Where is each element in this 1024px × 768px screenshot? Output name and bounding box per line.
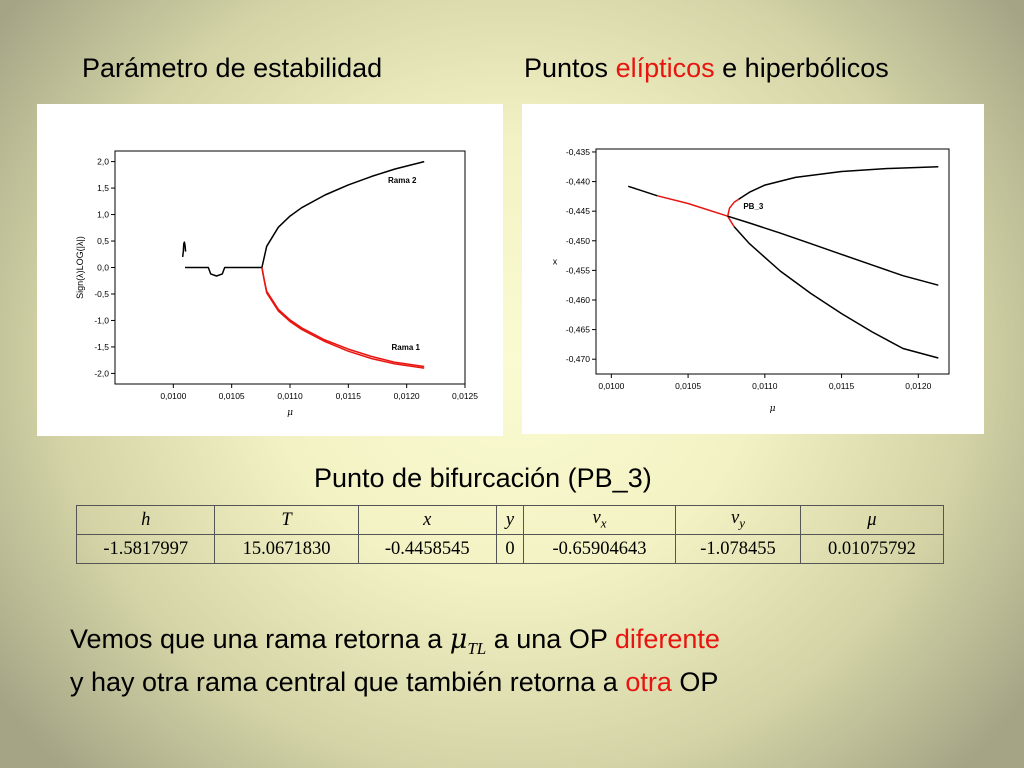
table-cell: 15.0671830 — [214, 534, 359, 564]
series-line-0 — [627, 185, 658, 197]
header-symbol: T — [281, 509, 292, 530]
stability-chart: 0,0100 0,0105 0,0110 0,0115 0,0120 0,0125 2,0 1… — [75, 150, 478, 418]
y-tick-label: -0,5 — [94, 289, 109, 299]
x-tick-label: 0,0105 — [675, 381, 701, 391]
y-tick-label: -0,470 — [566, 354, 590, 364]
conclusion-text-1a: Vemos que una rama retorna a — [70, 624, 443, 654]
conclusion-text-2b: OP — [679, 667, 719, 697]
table-header-cell: h — [75, 505, 216, 535]
x-tick-label: 0,0110 — [277, 391, 303, 401]
x-tick-label: 0,0105 — [219, 391, 245, 401]
y-tick-label: -0,435 — [566, 147, 590, 157]
x-tick-label: 0,0125 — [452, 391, 478, 401]
x-tick-label: 0,0115 — [829, 381, 855, 391]
stability-chart-panel: 0,0100 0,0105 0,0110 0,0115 0,0120 0,0125 2,0 1… — [37, 104, 503, 436]
y-axis-label: Sign(λ)LOG(|λ|) — [75, 236, 85, 299]
header-symbol: v — [592, 508, 601, 529]
x-tick-label: 0,0120 — [905, 381, 931, 391]
y-tick-label: 0,0 — [97, 263, 109, 273]
highlight-otra: otra — [625, 667, 672, 697]
mu-subscript: TL — [467, 639, 487, 658]
y-tick-label: 1,0 — [97, 210, 109, 220]
header-symbol: h — [141, 509, 151, 530]
series-line-3 — [261, 267, 425, 368]
conclusion-text-1b: a una OP — [493, 624, 608, 654]
left-chart-title: Parámetro de estabilidad — [82, 53, 383, 83]
conclusion-line-2: y hay otra rama central que también reto… — [70, 667, 718, 698]
table-cell: -0.4458545 — [357, 534, 498, 564]
y-tick-label: -1,5 — [94, 342, 109, 352]
x-tick-label: 0,0100 — [598, 381, 624, 391]
y-axis-label: x — [553, 257, 558, 267]
series-line-5 — [733, 226, 939, 359]
table-cell: -1.5817997 — [75, 534, 216, 564]
table-row: -1.5817997 15.0671830 -0.4458545 0 -0.659046… — [75, 534, 945, 564]
series-line-1 — [261, 160, 425, 268]
table-header-cell: T — [214, 505, 359, 535]
conclusion-line-1: Vemos que una rama retorna a μTL a una O… — [70, 624, 720, 659]
series-line-2 — [261, 267, 425, 369]
annotation-rama-2: Rama 2 — [388, 176, 417, 185]
mu-symbol: μ — [449, 624, 468, 655]
y-tick-label: -0,460 — [566, 295, 590, 305]
y-tick-label: -0,455 — [566, 265, 590, 275]
x-axis-label: μ — [770, 404, 776, 414]
series-line-1 — [657, 195, 728, 217]
x-tick-label: 0,0100 — [160, 391, 186, 401]
table-header-cell: vy — [675, 505, 801, 535]
y-tick-label: -2,0 — [94, 368, 109, 378]
header-symbol: v — [730, 508, 740, 529]
table-cell: 0.01075792 — [799, 534, 945, 564]
table-cell: -0.65904643 — [522, 534, 677, 564]
right-chart-title: Puntos elípticos e hiperbólicos — [524, 53, 889, 84]
y-tick-label: -1,0 — [94, 315, 109, 325]
series-line-4 — [181, 241, 187, 257]
series-line-6 — [727, 215, 939, 286]
x-axis-label: μ — [287, 408, 293, 418]
bifurcation-chart-panel: 0,0100 0,0105 0,0110 0,0115 0,0120 -0,435 -0,4… — [522, 104, 984, 434]
header-symbol: y — [505, 509, 515, 530]
highlight-diferente: diferente — [614, 624, 720, 654]
x-tick-label: 0,0110 — [752, 381, 778, 391]
series-line-3 — [738, 166, 939, 200]
y-tick-label: -0,440 — [566, 177, 590, 187]
table-header-cell: y — [496, 505, 524, 535]
header-subscript: x — [600, 515, 607, 531]
y-tick-label: -0,450 — [566, 236, 590, 246]
conclusion-text-2a: y hay otra rama central que también reto… — [70, 667, 618, 697]
annotation-pb3: PB_3 — [743, 202, 764, 211]
header-symbol: x — [423, 509, 432, 530]
y-tick-label: 2,0 — [97, 157, 109, 167]
table-cell: -1.078455 — [675, 534, 801, 564]
title-elipticos: elípticos — [615, 53, 715, 83]
series-line-4 — [727, 215, 735, 227]
series-line-0 — [185, 266, 262, 277]
plot-frame — [595, 148, 950, 375]
y-tick-label: -0,465 — [566, 325, 590, 335]
table-header-cell: x — [357, 505, 498, 535]
series-line-2 — [726, 198, 740, 217]
table-title: Punto de bifurcación (PB_3) — [314, 463, 652, 493]
title-puntos: Puntos — [524, 53, 609, 83]
bifurcation-chart: 0,0100 0,0105 0,0110 0,0115 0,0120 -0,435 -0,4… — [553, 147, 950, 414]
table-header-cell: μ — [799, 505, 945, 535]
table-cell: 0 — [496, 534, 524, 564]
title-hiperbolicos: e hiperbólicos — [722, 53, 889, 83]
annotation-rama-1: Rama 1 — [392, 343, 421, 352]
x-tick-label: 0,0115 — [336, 391, 362, 401]
header-symbol: μ — [867, 509, 877, 530]
header-subscript: y — [739, 515, 745, 531]
y-tick-label: -0,445 — [566, 206, 590, 216]
y-tick-label: 0,5 — [97, 236, 109, 246]
x-tick-label: 0,0120 — [394, 391, 420, 401]
table-header-cell: vx — [522, 505, 677, 535]
y-tick-label: 1,5 — [97, 183, 109, 193]
